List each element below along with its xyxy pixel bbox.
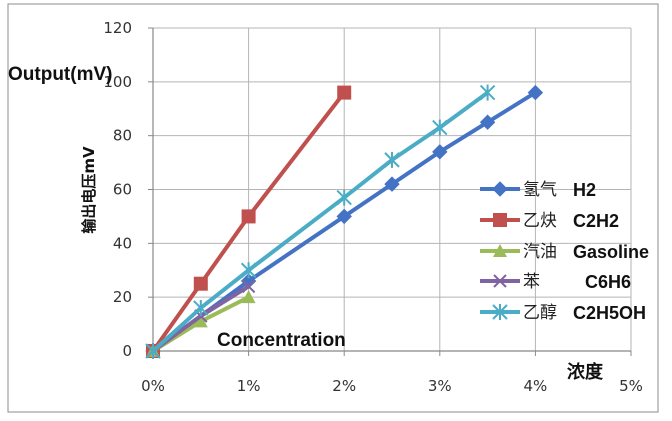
chart-frame bbox=[7, 3, 659, 413]
data-point bbox=[145, 343, 161, 359]
series-line bbox=[151, 91, 346, 353]
legend-swatch-marker bbox=[493, 274, 507, 288]
data-point bbox=[240, 262, 257, 279]
data-point bbox=[193, 314, 208, 328]
legend-item-c2h5oh: 乙醇 C2H5OH bbox=[480, 303, 646, 323]
data-point bbox=[241, 290, 256, 304]
x-stroke bbox=[241, 279, 256, 294]
data-point bbox=[336, 208, 352, 225]
y-axis-label: 输出电压mV bbox=[80, 146, 98, 234]
y-tick-label: 100 bbox=[103, 73, 132, 91]
x-tick-label: 3% bbox=[428, 377, 452, 395]
y-tick-label: 60 bbox=[113, 181, 132, 199]
legend: 氢气 H2 乙炔 C2H2 汽油 Gasoline 苯 C6H6 乙醇 C2H5OH bbox=[480, 180, 649, 323]
legend-swatch-marker bbox=[493, 213, 507, 227]
grid bbox=[153, 27, 632, 351]
legend-label: 乙炔 bbox=[523, 211, 557, 231]
legend-swatch-marker bbox=[493, 244, 507, 257]
legend-swatch-marker bbox=[492, 181, 508, 197]
data-point bbox=[479, 84, 496, 101]
legend-label-en: C2H2 bbox=[573, 211, 619, 231]
y-tick-labels: 0 20 40 60 80 100 120 bbox=[103, 19, 132, 360]
legend-label-en: Gasoline bbox=[573, 242, 649, 262]
series-group bbox=[145, 84, 544, 359]
data-point bbox=[337, 85, 352, 100]
x-tick-label: 0% bbox=[141, 377, 165, 395]
data-point bbox=[241, 279, 256, 294]
data-point bbox=[193, 276, 208, 291]
data-point bbox=[241, 209, 256, 224]
legend-label: 苯 bbox=[523, 272, 540, 292]
legend-item-c6h6: 苯 C6H6 bbox=[480, 272, 631, 292]
legend-label: 汽油 bbox=[523, 242, 557, 262]
data-point bbox=[336, 189, 352, 206]
legend-label-en: C2H5OH bbox=[573, 303, 646, 323]
x-axis-label: 浓度 bbox=[567, 361, 604, 383]
x-axis-label-en: Concentration bbox=[217, 330, 346, 351]
x-tick-label: 5% bbox=[619, 377, 643, 395]
series-c2h2 bbox=[146, 85, 352, 358]
legend-item-c2h2: 乙炔 C2H2 bbox=[480, 211, 619, 231]
data-point bbox=[527, 84, 544, 101]
x-stroke bbox=[493, 274, 507, 288]
x-tick-label: 2% bbox=[332, 377, 356, 395]
legend-swatch-marker bbox=[492, 304, 508, 320]
data-point bbox=[432, 119, 448, 136]
x-tick-label: 1% bbox=[237, 377, 261, 395]
x-tick-labels: 0% 1% 2% 3% 4% 5% bbox=[141, 377, 643, 395]
data-point bbox=[384, 176, 400, 192]
y-tick-label: 80 bbox=[113, 127, 132, 145]
y-tick-label: 20 bbox=[113, 288, 132, 306]
data-point bbox=[432, 144, 448, 160]
y-tick-label: 0 bbox=[122, 342, 132, 360]
data-point bbox=[479, 114, 496, 130]
legend-label: 氢气 bbox=[523, 180, 557, 200]
x-tick-label: 4% bbox=[524, 377, 548, 395]
legend-item-h2: 氢气 H2 bbox=[480, 180, 596, 200]
legend-label: 乙醇 bbox=[523, 303, 557, 323]
y-tick-label: 40 bbox=[113, 234, 132, 252]
y-axis-label-en: Output(mV) bbox=[8, 64, 112, 85]
y-tick-label: 120 bbox=[103, 19, 132, 37]
series-c2h5oh bbox=[145, 84, 496, 359]
legend-label-en: H2 bbox=[573, 180, 596, 200]
legend-item-gasoline: 汽油 Gasoline bbox=[480, 242, 649, 262]
data-point bbox=[193, 299, 209, 316]
legend-label-en: C6H6 bbox=[585, 272, 631, 292]
data-point bbox=[384, 151, 400, 168]
